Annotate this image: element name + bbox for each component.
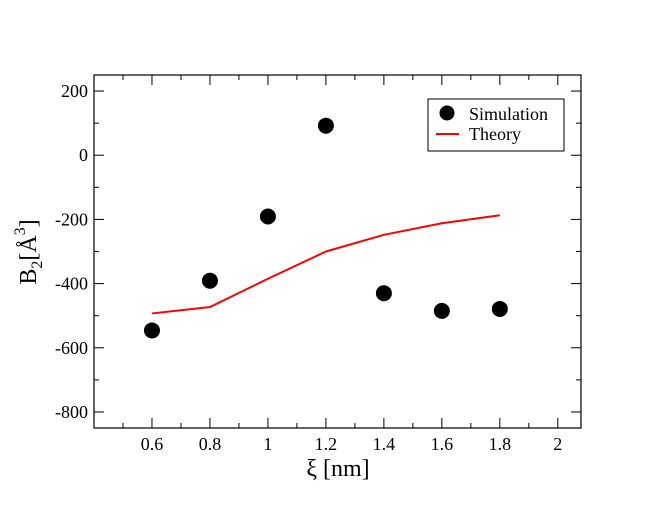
y-label-bracket-close: ] bbox=[16, 219, 42, 227]
ticks-layer bbox=[93, 75, 581, 428]
x-tick-label: 0.6 bbox=[141, 434, 164, 454]
simulation-point bbox=[375, 285, 392, 302]
x-tick-labels: 0.6 0.8 1 1.2 1.4 1.6 1.8 2 bbox=[141, 434, 563, 454]
y-label-superscript: 3 bbox=[12, 227, 29, 235]
y-tick-label: -600 bbox=[55, 338, 88, 358]
x-tick-label: 2 bbox=[553, 434, 562, 454]
x-tick-label: 1 bbox=[263, 434, 272, 454]
simulation-point bbox=[491, 300, 508, 317]
legend: Simulation Theory bbox=[427, 98, 565, 152]
simulation-point bbox=[201, 272, 218, 289]
y-tick-label: 0 bbox=[79, 145, 88, 165]
legend-simulation-label: Simulation bbox=[469, 104, 548, 124]
x-tick-label: 1.6 bbox=[431, 434, 454, 454]
y-tick-label: 200 bbox=[61, 81, 88, 101]
y-axis-label: B2[Å3] bbox=[12, 219, 46, 284]
x-tick-label: 1.8 bbox=[489, 434, 512, 454]
points-layer bbox=[143, 117, 508, 339]
y-label-unit: Å bbox=[16, 235, 42, 253]
legend-simulation-marker bbox=[439, 105, 455, 121]
theory-layer bbox=[151, 214, 500, 315]
y-tick-labels: 200 0 -200 -400 -600 -800 bbox=[55, 81, 88, 422]
y-label-subscript: 2 bbox=[29, 261, 46, 269]
x-axis-label: ξ [nm] bbox=[306, 456, 369, 482]
plot-frame bbox=[93, 74, 582, 429]
x-tick-label: 0.8 bbox=[199, 434, 222, 454]
simulation-point bbox=[143, 322, 160, 339]
y-tick-label: -400 bbox=[55, 274, 88, 294]
x-tick-label: 1.2 bbox=[315, 434, 338, 454]
y-tick-label: -200 bbox=[55, 209, 88, 229]
simulation-point bbox=[317, 117, 334, 134]
legend-theory-label: Theory bbox=[469, 124, 521, 144]
y-label-bracket-open: [ bbox=[16, 253, 42, 261]
simulation-point bbox=[259, 208, 276, 225]
simulation-point bbox=[433, 302, 450, 319]
y-tick-label: -800 bbox=[55, 402, 88, 422]
theory-line bbox=[151, 214, 500, 315]
y-label-base: B bbox=[16, 269, 42, 285]
x-tick-label: 1.4 bbox=[373, 434, 396, 454]
